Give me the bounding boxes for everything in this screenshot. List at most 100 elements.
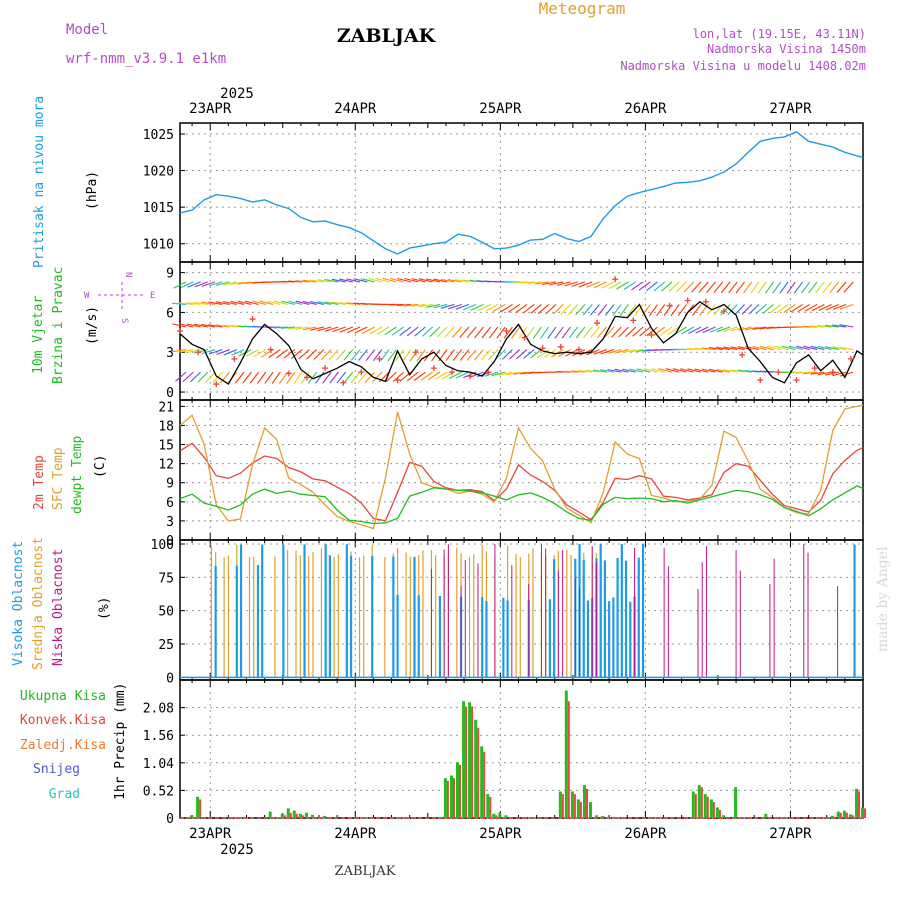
precip-conv-bar [700,787,703,818]
wind-arrow [397,277,412,283]
precip-conv-bar [295,813,298,818]
wind-gust-point [648,331,655,338]
wind-arrow [511,326,521,339]
wind-arrow [275,349,288,359]
wind-arrow [643,368,658,373]
wind-arrow [631,281,644,291]
wind-gust-point [485,369,492,376]
wind-gust-point [575,346,582,353]
precip-total-bar [855,788,858,818]
wind-arrow [670,304,680,317]
day-label-top: 25APR [479,101,522,117]
precip-total-bar [830,815,834,818]
wind-arrow [253,349,267,358]
wind-arrow [455,371,470,379]
wind-arrow [667,326,680,336]
cloud-ytick-label: 50 [158,605,174,620]
wind-arrow [358,349,368,361]
wind-arrow [507,304,520,313]
wind-arrow [353,278,368,283]
wind-arrow [313,349,325,360]
wind-arrow [502,349,513,360]
wind-arrow [280,326,295,329]
temp-ytick-label: 0 [166,534,174,549]
pressure-frame [179,122,864,263]
precip-total-bar [468,702,472,818]
precip-total-bar [498,812,502,818]
wind-gust-point [557,343,564,350]
wind-arrow [677,304,687,317]
pressure-ytick-label: 1015 [143,201,174,216]
precip-conv-bar [199,799,202,818]
wind-arrow [755,304,767,315]
wind-gust-point [177,328,183,334]
wind-arrow [426,303,441,308]
cloud-legend-high: Visoka Oblacnost [11,541,26,666]
precip-total-bar [558,791,562,818]
precip-total-bar [576,799,580,818]
wind-arrow [660,326,673,336]
coords-label: lon,lat (19.15E, 43.11N) [693,27,866,41]
wind-arrow [547,326,557,339]
wind-arrow [180,281,194,289]
wind-gust-point [195,349,202,356]
wind-arrow [571,281,586,287]
wind-arrow [779,281,789,294]
temp-frame [179,399,864,541]
precip-ytick-label: 0 [166,812,174,827]
wind-arrow [491,371,506,377]
temp-2m-line [179,442,864,522]
wind-arrow [767,345,781,351]
wind-arrow [728,281,738,294]
precip-conv-bar [833,816,836,818]
wind-arrow [730,369,745,373]
wind-arrow [347,326,361,334]
precip-conv-bar [301,815,304,818]
wind-arrow [817,325,832,328]
wind-arrow [364,371,376,383]
wind-arrow [495,349,506,360]
wind-arrow [451,326,463,338]
wind-arrow [434,371,448,380]
wind-arrow [600,349,615,355]
wind-arrow [783,304,796,313]
wind-arrow [371,371,383,383]
wind-arrow [433,278,448,283]
wind-arrow [346,302,361,306]
wind-arrow [738,326,752,331]
precip-conv-bar [586,788,588,818]
wind-arrow [832,324,847,328]
wind-arrow [575,326,586,339]
wind-arrow [776,304,789,314]
temp-ytick-label: 6 [166,496,174,511]
wind-arrow [554,326,564,339]
wind-key-north: N [123,272,133,277]
precip-ytick-label: 1.04 [143,757,174,772]
wind-arrow [481,326,492,339]
wind-arrow [694,347,709,351]
precip-total-bar [715,807,719,818]
precip-total-bar [691,791,695,818]
wind-arrow [413,371,426,381]
wind-arrow [590,304,600,316]
precip-conv-bar [471,706,474,818]
precip-conv-bar [561,794,564,818]
wind-arrow [730,346,745,351]
wind-arrow [604,326,615,338]
temp-legend-2m: 2m Temp [32,455,47,510]
wind-arrow [175,371,187,382]
wind-arrow [368,277,383,283]
wind-gust-point [412,349,419,356]
wind-arrow [414,326,426,337]
wind-arrow [759,345,774,351]
wind-arrow [525,326,535,339]
wind-arrow [324,278,339,283]
wind-arrow [604,304,615,316]
wind-arrow [515,304,528,314]
wind-arrow [469,279,484,283]
wind-arrow [790,304,803,313]
wind-gust-point [775,369,782,376]
wind-arrow [485,303,499,312]
wind-arrow [748,304,760,315]
precip-conv-bar [845,812,848,818]
